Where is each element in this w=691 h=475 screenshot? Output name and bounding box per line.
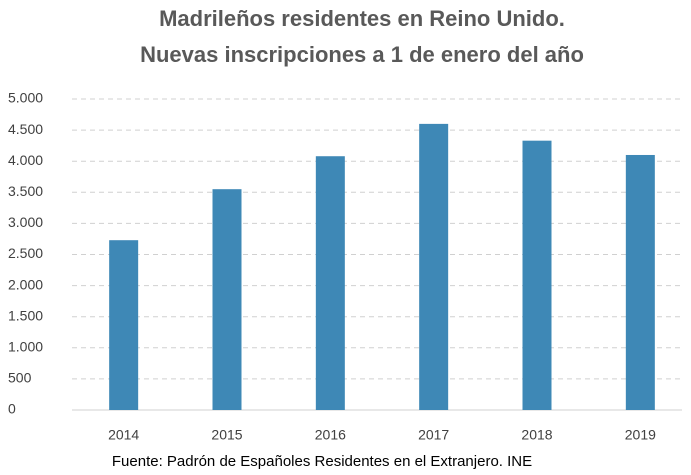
y-tick-label: 0 bbox=[8, 401, 16, 417]
y-tick-label: 1.500 bbox=[8, 307, 43, 323]
y-tick-label: 500 bbox=[8, 370, 32, 386]
y-tick-label: 3.000 bbox=[8, 214, 43, 230]
bar bbox=[419, 123, 449, 410]
y-tick-label: 2.000 bbox=[8, 276, 43, 292]
bar bbox=[522, 140, 552, 410]
chart-title: Madrileños residentes en Reino Unido. bbox=[159, 6, 565, 31]
y-tick-label: 4.500 bbox=[8, 121, 43, 137]
bar bbox=[315, 156, 345, 410]
x-tick-label: 2019 bbox=[625, 427, 656, 443]
y-tick-label: 5.000 bbox=[8, 90, 43, 106]
x-tick-label: 2014 bbox=[108, 427, 139, 443]
y-tick-label: 2.500 bbox=[8, 245, 43, 261]
y-tick-label: 1.000 bbox=[8, 339, 43, 355]
x-tick-label: 2018 bbox=[521, 427, 552, 443]
x-tick-label: 2017 bbox=[418, 427, 449, 443]
chart-title: Nuevas inscripciones a 1 de enero del añ… bbox=[140, 42, 584, 67]
y-tick-label: 3.500 bbox=[8, 183, 43, 199]
bar bbox=[625, 154, 655, 410]
x-tick-label: 2015 bbox=[211, 427, 242, 443]
source-note: Fuente: Padrón de Españoles Residentes e… bbox=[112, 453, 532, 470]
x-tick-label: 2016 bbox=[315, 427, 346, 443]
bar bbox=[212, 189, 242, 410]
y-tick-label: 4.000 bbox=[8, 152, 43, 168]
bar bbox=[109, 240, 139, 410]
